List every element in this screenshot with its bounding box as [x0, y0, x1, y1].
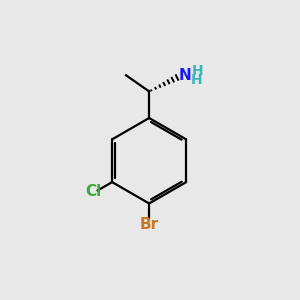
- Text: H: H: [192, 64, 203, 78]
- Text: Cl: Cl: [85, 184, 101, 199]
- Text: H: H: [191, 74, 203, 87]
- Text: Br: Br: [140, 217, 159, 232]
- Text: N: N: [178, 68, 191, 83]
